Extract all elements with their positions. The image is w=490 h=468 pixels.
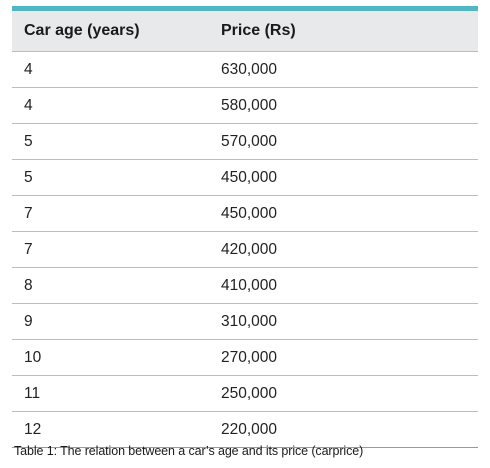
table-caption: Table 1: The relation between a car’s ag…	[14, 444, 364, 458]
cell-car-age: 4	[24, 60, 33, 78]
cell-price: 220,000	[221, 420, 278, 438]
cell-price: 250,000	[221, 384, 278, 402]
data-table: Car age (years) Price (Rs) 4 630,000 4 5…	[12, 6, 478, 448]
cell-car-age: 7	[24, 240, 33, 258]
table-row: 5 450,000	[12, 160, 478, 196]
cell-car-age: 9	[24, 312, 33, 330]
table-row: 5 570,000	[12, 124, 478, 160]
cell-price: 450,000	[221, 168, 278, 186]
table-header-row: Car age (years) Price (Rs)	[12, 11, 478, 52]
table-bottom-rule	[12, 447, 478, 448]
table-row: 7 450,000	[12, 196, 478, 232]
cell-car-age: 10	[24, 348, 42, 366]
cell-price: 270,000	[221, 348, 278, 366]
table-row: 4 580,000	[12, 88, 478, 124]
header-car-age: Car age (years)	[24, 22, 140, 39]
cell-car-age: 5	[24, 168, 33, 186]
cell-price: 420,000	[221, 240, 278, 258]
cell-price: 570,000	[221, 132, 278, 150]
table-row: 9 310,000	[12, 304, 478, 340]
table-row: 11 250,000	[12, 376, 478, 412]
table-row: 7 420,000	[12, 232, 478, 268]
cell-car-age: 8	[24, 276, 33, 294]
cell-price: 310,000	[221, 312, 278, 330]
cell-car-age: 12	[24, 420, 42, 438]
cell-price: 410,000	[221, 276, 278, 294]
table-row: 10 270,000	[12, 340, 478, 376]
cell-car-age: 4	[24, 96, 33, 114]
cell-car-age: 11	[24, 384, 41, 402]
cell-car-age: 5	[24, 132, 33, 150]
table-top-rule	[12, 6, 478, 11]
cell-car-age: 7	[24, 204, 33, 222]
cell-price: 630,000	[221, 60, 278, 78]
cell-price: 580,000	[221, 96, 278, 114]
cell-price: 450,000	[221, 204, 278, 222]
header-price: Price (Rs)	[221, 22, 296, 39]
table-row: 8 410,000	[12, 268, 478, 304]
table-row: 4 630,000	[12, 52, 478, 88]
table-row: 12 220,000	[12, 412, 478, 447]
